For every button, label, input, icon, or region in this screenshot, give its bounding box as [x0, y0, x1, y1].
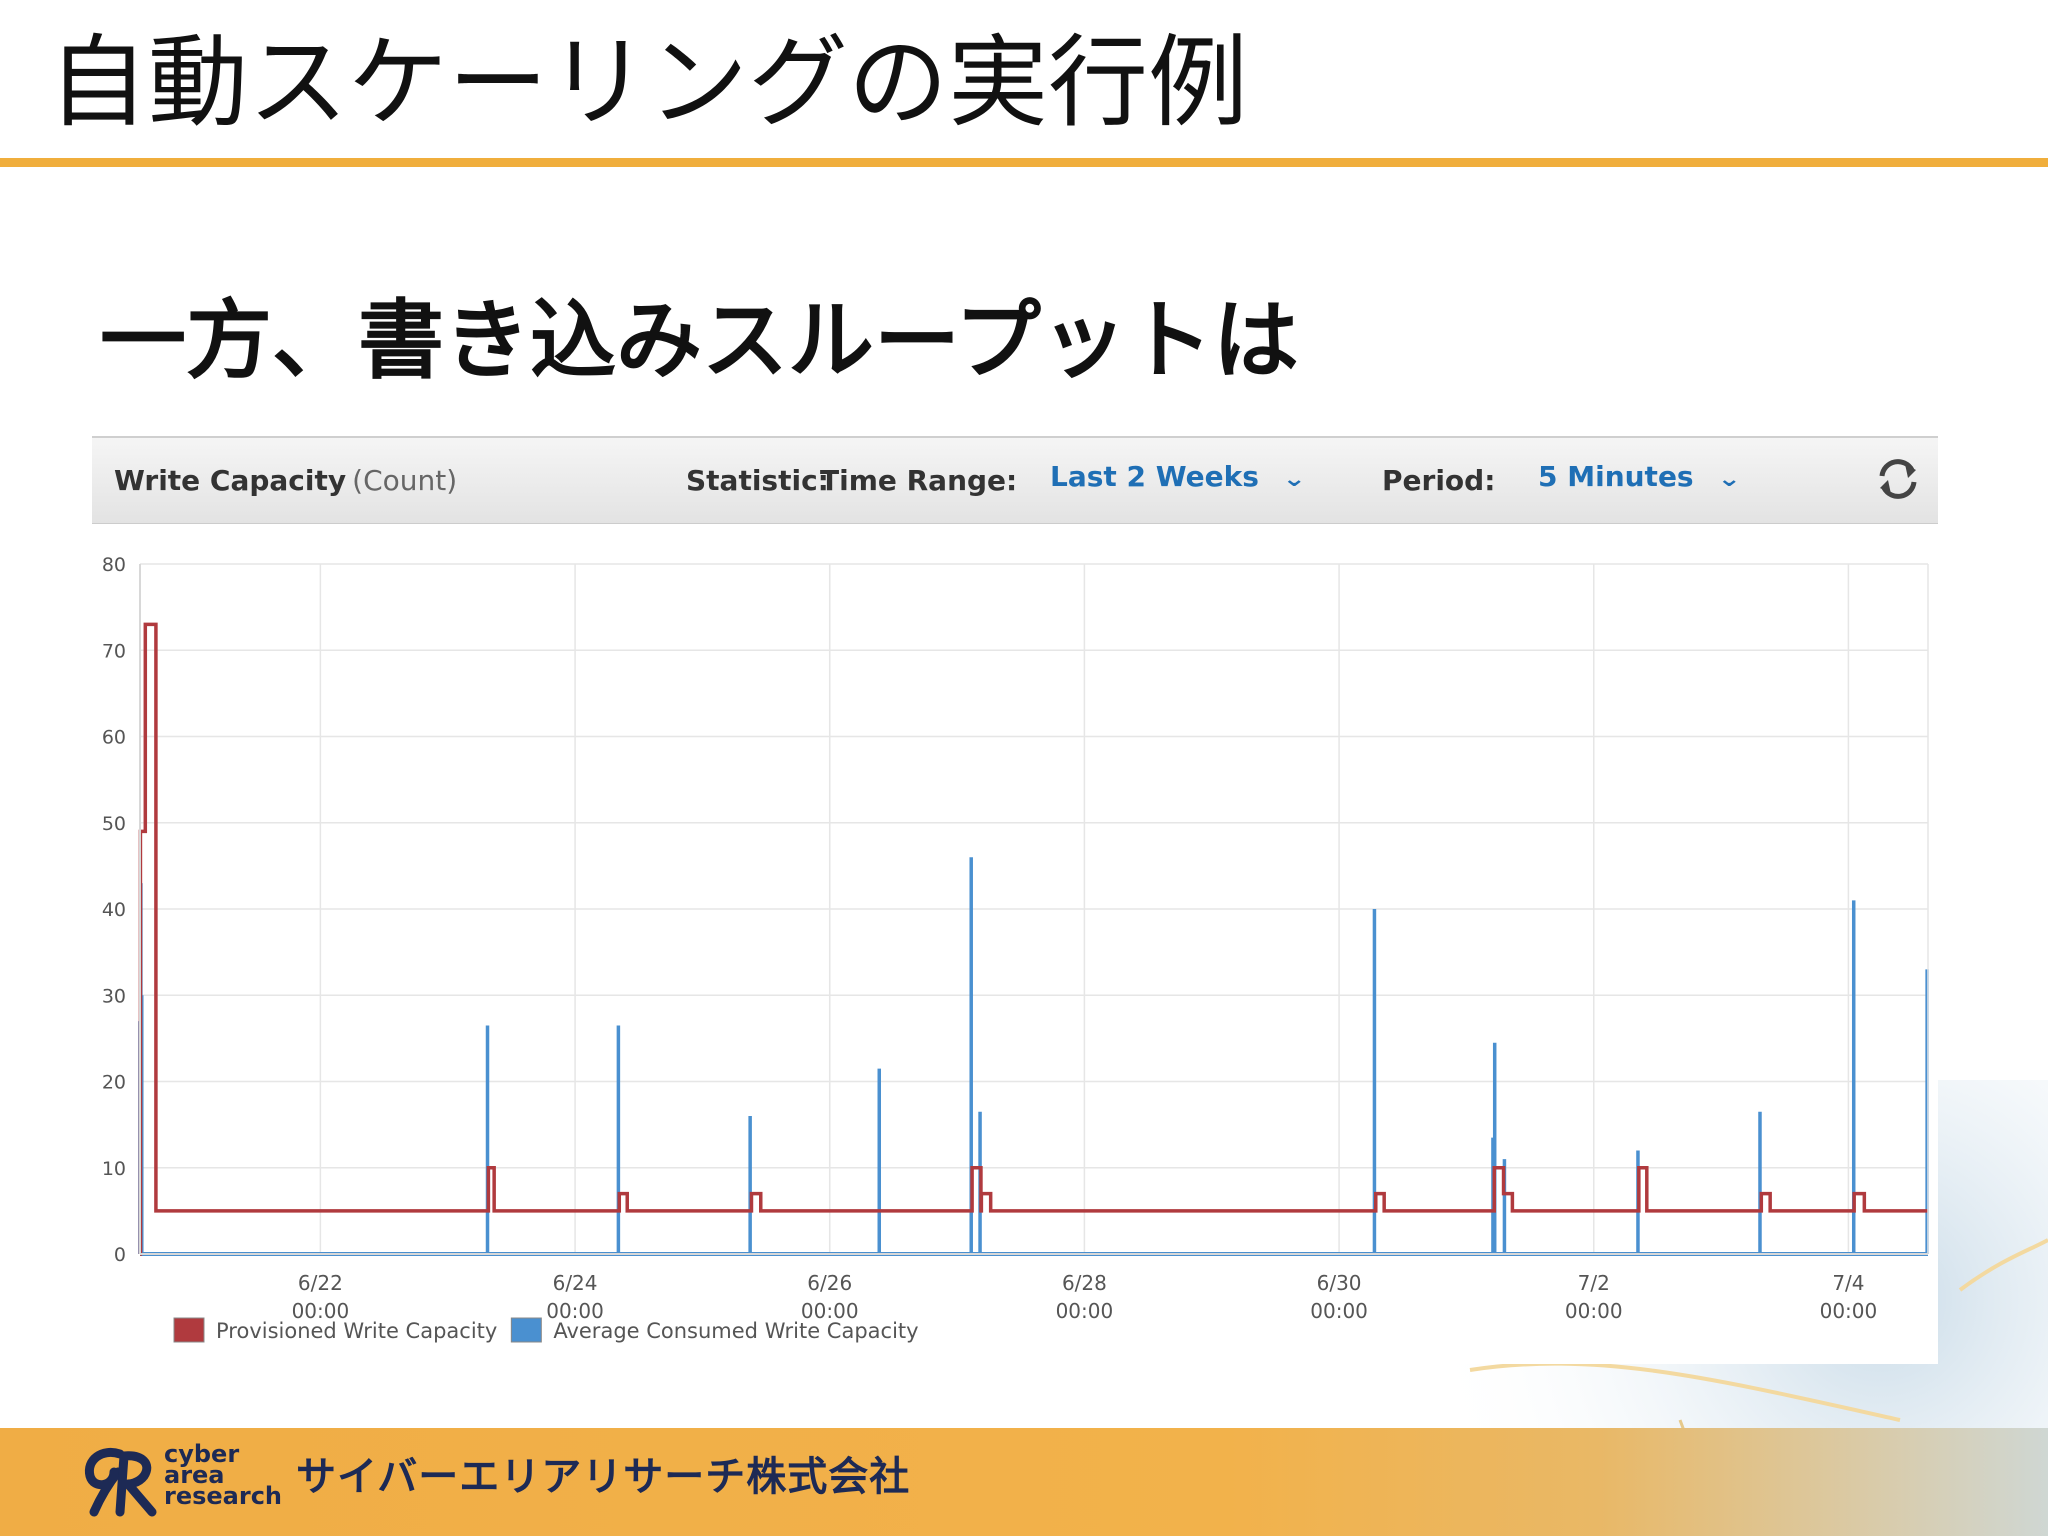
time-range-select[interactable]: Last 2 Weeks ⌄ — [1050, 460, 1307, 493]
legend-swatch — [510, 1317, 542, 1343]
legend-label: Average Consumed Write Capacity — [553, 1319, 918, 1343]
time-range-label: Time Range: — [820, 464, 1018, 497]
refresh-icon[interactable] — [1872, 452, 1924, 504]
chevron-down-icon: ⌄ — [1282, 467, 1307, 492]
chart-axes: 0 10 20 30 40 50 60 70 80 6/22 00:00 6/24 00:00 6/26 0… — [102, 554, 1929, 1323]
period-label: Period: — [1382, 464, 1496, 497]
time-range-value: Last 2 Weeks — [1050, 460, 1259, 493]
x-tick-date: 6/30 — [1317, 1271, 1362, 1295]
x-tick-date: 6/28 — [1062, 1271, 1107, 1295]
y-tick-label: 60 — [102, 727, 126, 749]
panel-header: Write Capacity (Count) Statistic: Time Ra… — [92, 436, 1938, 524]
footer-band — [0, 1428, 2048, 1536]
y-tick-label: 40 — [102, 899, 126, 921]
company-logo-text: cyber area research — [164, 1440, 283, 1510]
x-tick-time: 00:00 — [1056, 1299, 1114, 1323]
period-value: 5 Minutes — [1538, 460, 1694, 493]
company-name: サイバーエリアリサーチ株式会社 — [296, 1454, 911, 1500]
y-tick-label: 10 — [102, 1158, 126, 1180]
x-tick-time: 00:00 — [546, 1299, 604, 1323]
x-tick-time: 00:00 — [1820, 1299, 1878, 1323]
legend-swatch — [173, 1317, 205, 1343]
company-logo-mark — [84, 1448, 157, 1517]
y-tick-label: 70 — [102, 640, 126, 662]
logo-word: area — [164, 1461, 225, 1489]
metric-title: Write Capacity (Count) — [114, 464, 457, 497]
x-tick-date: 6/26 — [807, 1271, 852, 1295]
slide-subtitle: 一方、書き込みスループットは — [100, 291, 1299, 391]
chevron-down-icon: ⌄ — [1716, 467, 1741, 492]
metric-unit: (Count) — [352, 464, 458, 497]
y-tick-label: 0 — [114, 1244, 126, 1266]
metric-name: Write Capacity — [114, 464, 347, 497]
x-tick-time: 00:00 — [292, 1299, 350, 1323]
chart-grid — [140, 563, 1928, 1255]
chart-legend: Provisioned Write Capacity Average Consum… — [173, 1317, 919, 1343]
y-tick-label: 20 — [102, 1072, 126, 1094]
x-tick-date: 7/2 — [1578, 1271, 1610, 1295]
provisioned-line — [138, 622, 1928, 1256]
x-tick-date: 7/4 — [1832, 1271, 1864, 1295]
x-tick-time: 00:00 — [801, 1299, 859, 1323]
chart-series — [138, 622, 1929, 1256]
legend-label: Provisioned Write Capacity — [216, 1319, 497, 1343]
statistic-label: Statistic: — [686, 464, 829, 497]
logo-word: research — [164, 1482, 283, 1510]
y-tick-label: 50 — [102, 813, 126, 835]
y-tick-label: 80 — [102, 554, 126, 576]
x-tick-time: 00:00 — [1565, 1299, 1623, 1323]
logo-word: cyber — [164, 1440, 240, 1468]
slide-title: 自動スケーリングの実行例 — [48, 24, 1248, 141]
metric-panel: Write Capacity (Count) Statistic: Time Ra… — [92, 436, 1938, 1364]
x-tick-date: 6/22 — [298, 1271, 343, 1295]
x-tick-date: 6/24 — [553, 1271, 598, 1295]
write-capacity-chart: 0 10 20 30 40 50 60 70 80 6/22 00:00 6/24 00:00 6/26 0… — [102, 554, 1929, 1343]
x-tick-time: 00:00 — [1310, 1299, 1368, 1323]
period-select[interactable]: 5 Minutes ⌄ — [1538, 460, 1741, 493]
y-tick-label: 30 — [102, 985, 126, 1007]
title-divider — [0, 158, 2048, 167]
